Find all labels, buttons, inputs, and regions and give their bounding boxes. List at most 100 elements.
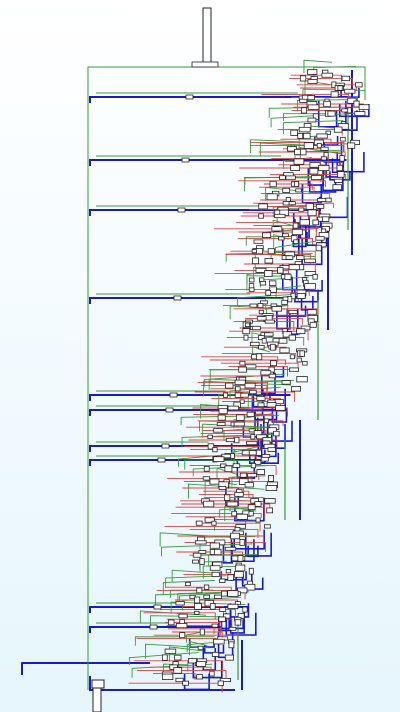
basic-block [209,478,220,485]
basic-block [301,107,307,114]
basic-block [213,456,225,463]
basic-block [309,321,317,328]
basic-block [213,428,224,433]
basic-block [247,504,256,511]
basic-block [288,334,296,341]
fallthrough-edge [165,575,227,589]
jump-edge [288,77,353,87]
jump-edge [177,535,265,543]
basic-block [258,344,265,350]
jump-edge [210,410,288,417]
basic-block [177,207,186,213]
basic-block [269,180,277,188]
basic-block [239,472,248,478]
basic-block [264,258,274,264]
basic-block [223,392,229,398]
basic-block [227,405,239,411]
basic-block [307,69,318,75]
basic-block [226,501,239,507]
fallthrough-edge [163,663,189,675]
basic-block [224,546,237,551]
basic-block [224,465,233,473]
basic-block [219,607,227,612]
basic-block [225,569,232,574]
basic-block [249,389,257,395]
basic-block [296,255,305,260]
basic-block [181,157,190,163]
basic-block [267,447,276,452]
basic-block [250,434,256,440]
basic-block [290,165,301,171]
backward-edge [247,545,259,558]
basic-block [293,181,300,187]
basic-block [266,507,273,514]
basic-block [288,264,300,271]
basic-block [267,248,275,255]
jump-edge [171,513,262,518]
jump-edge [261,93,350,99]
basic-block [296,293,306,299]
basic-block [162,654,168,661]
basic-block [330,91,339,98]
basic-block [218,486,227,490]
backward-edge [89,409,277,416]
basic-block [347,142,356,149]
jump-edge [211,397,281,409]
basic-block [223,494,231,501]
terminal-nodes [91,7,219,712]
basic-block [337,123,349,130]
basic-block [320,146,329,151]
basic-block [277,267,284,274]
basic-block [232,463,241,468]
basic-block [337,85,343,91]
fallthrough-edge [180,414,279,425]
basic-block [194,540,207,545]
entry-node [202,7,212,65]
basic-block [211,571,220,577]
basic-block [178,613,188,619]
basic-block [213,638,225,645]
jump-edge [250,141,345,153]
fallthrough-edge [192,465,268,477]
fallthrough-edge [150,615,231,627]
backward-edge [225,612,257,636]
basic-block [179,632,186,639]
basic-block [157,457,166,463]
basic-block [312,219,319,226]
jump-edge [240,215,318,221]
basic-block [184,581,191,587]
basic-block [250,463,257,469]
jump-edge [250,145,344,153]
jump-edge [178,455,257,461]
jump-edge [134,660,224,670]
exit-node-block [91,679,105,689]
backward-edge [335,110,358,132]
jump-edge [290,74,342,82]
basic-block [279,265,290,270]
jump-edge [263,183,313,191]
basic-block [235,564,246,572]
basic-block [288,309,298,315]
basic-block [204,517,215,523]
basic-block [238,478,249,485]
basic-block [165,407,174,413]
jump-edge [197,420,284,427]
basic-block [235,414,245,421]
basic-block [309,161,321,168]
basic-block [299,75,307,82]
basic-block [161,443,170,449]
basic-block [271,306,283,312]
basic-block [315,204,325,209]
backward-edge [89,209,322,216]
basic-block [260,370,272,376]
basic-block [196,587,203,594]
fallthrough-edge [282,120,344,134]
basic-block [341,108,349,113]
basic-block [337,171,345,178]
backward-edge [300,296,314,311]
basic-block [317,216,323,222]
basic-block [311,175,322,181]
basic-block [224,654,234,661]
basic-block [295,188,302,193]
jump-edge [229,330,309,341]
